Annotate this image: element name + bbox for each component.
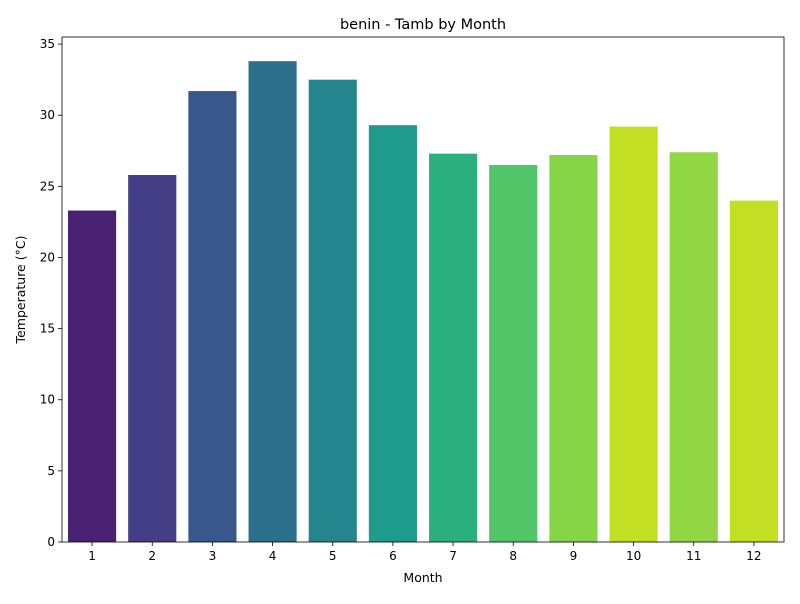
x-tick-label: 3 (209, 549, 217, 563)
x-tick-label: 1 (88, 549, 96, 563)
bar-month-9 (549, 155, 598, 542)
bar-month-4 (248, 61, 297, 543)
x-tick-label: 10 (626, 549, 641, 563)
x-tick-label: 6 (389, 549, 397, 563)
y-tick-label: 30 (40, 108, 55, 122)
x-tick-label: 9 (570, 549, 578, 563)
y-tick-label: 25 (40, 179, 55, 193)
x-axis-label: Month (403, 570, 442, 585)
x-tick-label: 11 (686, 549, 701, 563)
bar-month-5 (308, 79, 357, 543)
x-tick-label: 2 (148, 549, 156, 563)
x-tick-label: 7 (449, 549, 457, 563)
chart-title: benin - Tamb by Month (340, 17, 506, 33)
bar-month-6 (368, 125, 417, 542)
x-axis: 1 2 3 4 5 6 7 8 9 10 11 12 (88, 542, 762, 563)
bars-layer (68, 61, 778, 543)
y-axis: 0 5 10 15 20 25 30 35 (40, 37, 62, 549)
x-tick-label: 5 (329, 549, 337, 563)
bar-month-10 (609, 126, 658, 543)
bar-month-11 (669, 152, 718, 543)
y-tick-label: 15 (40, 322, 55, 336)
bar-month-1 (68, 210, 117, 543)
y-tick-label: 35 (40, 37, 55, 51)
bar-month-8 (489, 165, 538, 542)
x-tick-label: 4 (269, 549, 277, 563)
bar-month-2 (128, 174, 177, 543)
y-tick-label: 0 (47, 535, 55, 549)
plot-frame (61, 36, 785, 543)
bar-month-3 (188, 91, 237, 542)
bar-month-7 (429, 153, 478, 542)
x-tick-label: 8 (509, 549, 517, 563)
y-tick-label: 10 (40, 393, 55, 407)
x-tick-label: 12 (746, 549, 761, 563)
y-tick-label: 5 (47, 464, 55, 478)
y-axis-label: Temperature (°C) (13, 236, 28, 345)
y-tick-label: 20 (40, 250, 55, 264)
bar-month-12 (729, 200, 778, 542)
